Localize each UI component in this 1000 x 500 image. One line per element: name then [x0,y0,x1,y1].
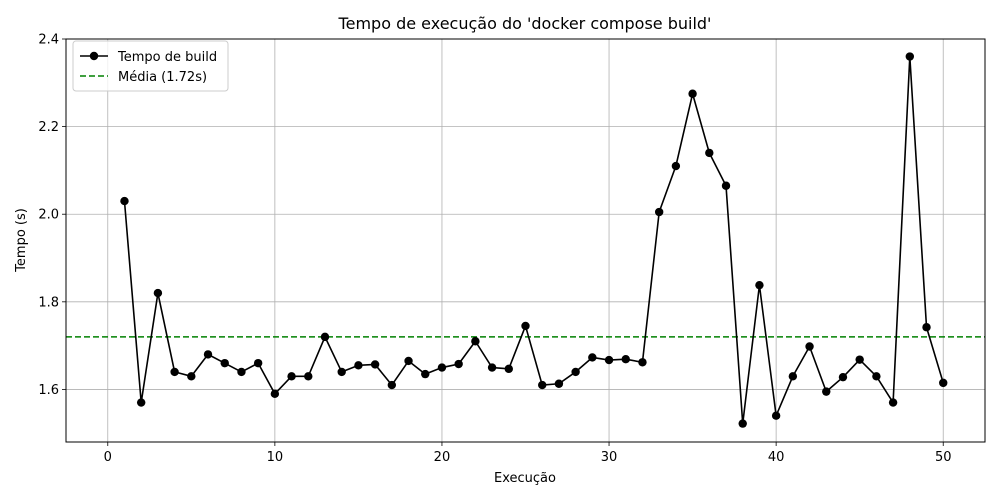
legend-series-label: Tempo de build [117,50,217,65]
data-point [621,355,630,364]
data-point [939,378,948,388]
data-point [721,181,731,190]
y-axis-label: Tempo (s) [14,208,29,273]
data-point [571,367,580,377]
data-point [120,196,129,206]
legend: Tempo de build Média (1.72s) [72,40,229,92]
data-point [287,372,296,381]
data-point [838,372,848,382]
data-point [521,321,530,331]
data-point [588,353,597,362]
plot-frame [65,38,986,443]
data-point [437,363,447,372]
data-point [705,148,714,158]
data-point [638,358,647,367]
y-tick-label: 2.2 [38,120,59,135]
data-point [187,372,196,381]
data-point [203,350,213,359]
data-point [354,361,363,370]
data-point [755,280,764,290]
x-tick-label: 40 [768,450,785,465]
data-point [337,367,346,377]
data-point [421,369,430,379]
data-point [872,372,881,381]
x-axis-label: Execução [494,471,556,486]
series-line [123,55,944,425]
data-point [771,411,781,420]
data-point [387,380,397,390]
data-point [370,360,380,369]
y-tick-label: 1.8 [38,295,59,310]
data-point [604,355,614,365]
grid [66,38,985,442]
x-ticks: 0 10 20 30 40 50 [104,442,952,465]
y-ticks: 1.6 1.8 2.0 2.2 2.4 [38,33,66,398]
data-point [688,89,697,98]
data-point [654,207,664,217]
data-point [922,323,931,332]
series-layer [120,52,948,428]
data-point [805,342,814,351]
data-point [136,398,146,407]
y-tick-label: 2.4 [38,33,59,48]
data-point [471,337,480,346]
data-point [320,332,330,342]
data-point [270,389,280,399]
data-point [153,288,163,298]
data-point [905,52,915,61]
legend-box [72,40,229,92]
y-tick-label: 1.6 [38,383,59,398]
data-point [304,372,313,381]
x-tick-label: 10 [267,450,284,465]
data-point [170,367,179,377]
data-point [454,359,463,369]
legend-mean-label: Média (1.72s) [118,70,207,85]
data-point [788,372,798,381]
data-point [253,358,263,368]
x-tick-label: 30 [601,450,618,465]
data-point [738,419,747,428]
data-point [671,161,681,171]
data-point [237,367,246,377]
data-point [504,364,513,374]
data-point [855,355,864,364]
data-point [822,387,831,396]
data-point [554,379,564,388]
data-point [220,358,229,368]
data-point [487,363,497,372]
legend-series-marker [89,51,99,61]
data-point [404,356,413,366]
x-tick-label: 50 [935,450,952,465]
y-tick-label: 2.0 [38,208,59,223]
data-point [538,380,547,390]
data-point [888,398,898,407]
chart-title: Tempo de execução do 'docker compose bui… [338,14,712,33]
x-tick-label: 0 [104,450,112,465]
x-tick-label: 20 [434,450,451,465]
